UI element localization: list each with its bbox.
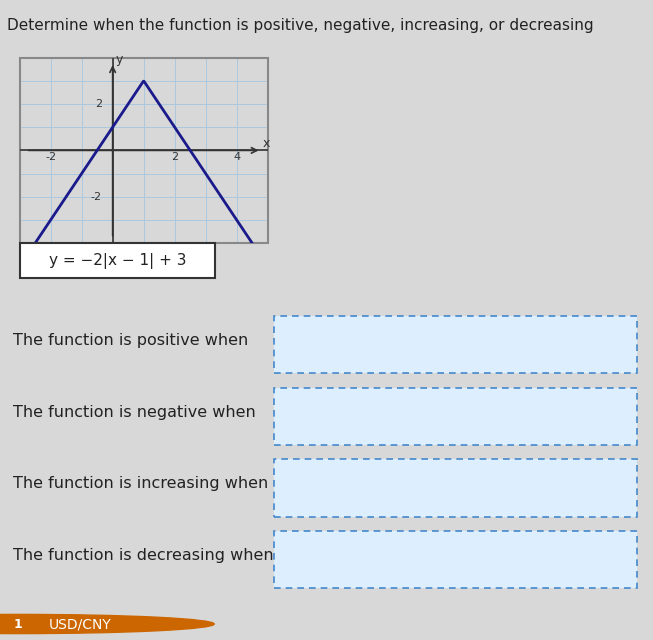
- Text: The function is increasing when: The function is increasing when: [13, 476, 268, 492]
- Text: The function is negative when: The function is negative when: [13, 404, 256, 420]
- Text: Determine when the function is positive, negative, increasing, or decreasing: Determine when the function is positive,…: [7, 18, 593, 33]
- Bar: [274, 388, 637, 445]
- Bar: [274, 460, 637, 516]
- Bar: [274, 316, 637, 373]
- Text: y: y: [116, 53, 123, 67]
- Text: USD/CNY: USD/CNY: [49, 617, 112, 631]
- Text: y = −2|x − 1| + 3: y = −2|x − 1| + 3: [49, 253, 186, 269]
- Text: The function is decreasing when: The function is decreasing when: [13, 548, 274, 563]
- Text: -2: -2: [45, 152, 56, 162]
- Text: -2: -2: [91, 192, 102, 202]
- Text: 2: 2: [95, 99, 102, 109]
- Circle shape: [0, 614, 214, 634]
- Text: x: x: [263, 137, 270, 150]
- Text: 4: 4: [233, 152, 240, 162]
- Bar: [274, 531, 637, 588]
- Bar: [20, 58, 268, 243]
- Text: The function is positive when: The function is positive when: [13, 333, 248, 348]
- Text: 1: 1: [14, 618, 23, 630]
- Text: 2: 2: [171, 152, 178, 162]
